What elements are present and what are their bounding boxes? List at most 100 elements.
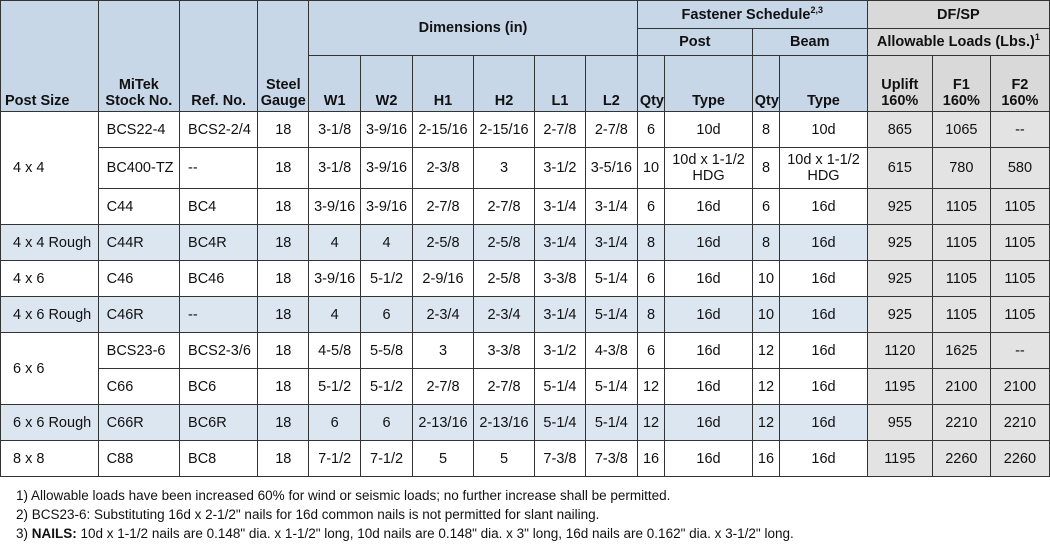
w1-cell: 6 (308, 404, 362, 441)
table-row: C66 BC6 18 5-1/2 5-1/2 2-7/8 2-7/8 5-1/4 5-1/4 12… (1, 368, 1050, 405)
h1-cell: 2-3/4 (411, 296, 475, 333)
table-row: 4 x 4 BCS22-4 BCS2-2/4 18 3-1/8 3-9/16 2-15/16… (0, 111, 1050, 225)
stock-no-cell: C44 (97, 188, 181, 225)
post-qty-cell: 16 (636, 440, 666, 477)
h1-cell: 2-3/8 (411, 147, 475, 189)
post-type-cell: 16d (664, 296, 753, 333)
l2-cell: 5-1/4 (584, 260, 638, 297)
post-qty-cell: 6 (636, 260, 666, 297)
beam-type-header: Type (779, 55, 868, 112)
l1-cell: 3-1/2 (534, 332, 586, 369)
f1-cell: 2260 (931, 440, 991, 477)
f2-cell: 2100 (989, 368, 1050, 405)
l1-cell: 7-3/8 (534, 440, 586, 477)
f2-cell: 1105 (989, 296, 1050, 333)
l2-header: L2 (584, 55, 638, 112)
f2-cell: 2210 (989, 404, 1050, 441)
w1-cell: 4 (308, 296, 362, 333)
loads-title-header: DF/SP (866, 0, 1050, 29)
post-type-cell: 16d (664, 368, 753, 405)
l1-header: L1 (534, 55, 586, 112)
stock-no-cell: C46 (97, 260, 181, 297)
ref-no-cell: BC4 (179, 188, 259, 225)
post-size-cell: 6 x 6 (0, 332, 99, 405)
h1-header: H1 (411, 55, 475, 112)
h1-cell: 2-7/8 (411, 188, 475, 225)
h2-cell: 2-15/16 (472, 111, 536, 148)
uplift-cell: 925 (866, 188, 933, 225)
table-row: 4 x 4 Rough C44R BC4R 18 4 4 2-5/8 2-5/8 3-1/4 3-… (0, 224, 1050, 261)
post-qty-cell: 10 (636, 147, 666, 189)
uplift-cell: 925 (866, 224, 933, 261)
ref-no-header: Ref. No. (179, 0, 259, 112)
stock-no-cell: C66R (97, 404, 181, 441)
w2-cell: 6 (360, 404, 413, 441)
beam-qty-cell: 12 (751, 332, 781, 369)
footnote-2: 2) BCS23-6: Substituting 16d x 2-1/2" na… (16, 507, 600, 522)
h2-cell: 3-3/8 (472, 332, 536, 369)
ref-no-cell: -- (179, 147, 259, 189)
h2-cell: 2-3/4 (472, 296, 536, 333)
w1-cell: 7-1/2 (308, 440, 362, 477)
f1-cell: 1105 (931, 260, 991, 297)
uplift-cell: 1120 (866, 332, 933, 369)
post-type-cell: 10d (664, 111, 753, 148)
footnote-1: 1) Allowable loads have been increased 6… (16, 488, 671, 503)
w2-cell: 3-9/16 (360, 111, 413, 148)
w2-cell: 6 (360, 296, 413, 333)
beam-type-cell: 16d (779, 368, 868, 405)
table-body: 4 x 4 BCS22-4 BCS2-2/4 18 3-1/8 3-9/16 2-15/16… (0, 111, 1050, 477)
gauge-cell: 18 (257, 332, 310, 369)
gauge-cell: 18 (257, 147, 310, 189)
post-size-cell: 4 x 6 (0, 260, 99, 297)
w1-cell: 3-1/8 (308, 147, 362, 189)
l2-cell: 5-1/4 (584, 296, 638, 333)
gauge-cell: 18 (257, 368, 310, 405)
table-row: 6 x 6 Rough C66R BC6R 18 6 6 2-13/16 2-13/16 5-1… (0, 404, 1050, 441)
h1-cell: 2-9/16 (411, 260, 475, 297)
beam-qty-cell: 16 (751, 440, 781, 477)
l2-cell: 5-1/4 (584, 404, 638, 441)
h1-cell: 2-15/16 (411, 111, 475, 148)
beam-qty-cell: 8 (751, 147, 781, 189)
ref-no-cell: BC8 (179, 440, 259, 477)
f1-cell: 1105 (931, 224, 991, 261)
beam-type-cell: 16d (779, 224, 868, 261)
table-header: Post Size MiTek Stock No. Ref. No. Steel G… (0, 0, 1050, 112)
ref-no-cell: BC6R (179, 404, 259, 441)
beam-type-cell: 16d (779, 188, 868, 225)
h2-cell: 2-7/8 (472, 368, 536, 405)
h2-cell: 3 (472, 147, 536, 189)
w1-cell: 3-9/16 (308, 188, 362, 225)
gauge-cell: 18 (257, 111, 310, 148)
ref-no-cell: BC46 (179, 260, 259, 297)
post-qty-cell: 6 (636, 111, 666, 148)
beam-qty-cell: 12 (751, 368, 781, 405)
f2-cell: -- (989, 111, 1050, 148)
post-size-cell: 4 x 6 Rough (0, 296, 99, 333)
post-qty-cell: 8 (636, 296, 666, 333)
uplift-cell: 615 (866, 147, 933, 189)
f2-cell: 1105 (989, 224, 1050, 261)
stock-no-cell: BCS22-4 (97, 111, 181, 148)
w2-cell: 5-1/2 (360, 260, 413, 297)
allowable-loads-header: Allowable Loads (Lbs.)1 (866, 28, 1050, 56)
w2-cell: 7-1/2 (360, 440, 413, 477)
beam-type-cell: 10d (779, 111, 868, 148)
table-row: 6 x 6 BCS23-6 BCS2-3/6 18 4-5/8 5-5/8 3 3-3/8 3-… (0, 332, 1050, 405)
h2-cell: 2-5/8 (472, 260, 536, 297)
ref-no-cell: -- (179, 296, 259, 333)
beam-qty-header: Qty (751, 55, 781, 112)
h2-header: H2 (472, 55, 536, 112)
post-type-cell: 16d (664, 332, 753, 369)
f2-cell: 1105 (989, 188, 1050, 225)
beam-qty-cell: 8 (751, 224, 781, 261)
post-qty-cell: 12 (636, 368, 666, 405)
footnotes: 1) Allowable loads have been increased 6… (16, 486, 794, 543)
h1-cell: 5 (411, 440, 475, 477)
stock-no-cell: BC400-TZ (97, 147, 181, 189)
beam-qty-cell: 12 (751, 404, 781, 441)
post-qty-header: Qty (636, 55, 666, 112)
w2-cell: 4 (360, 224, 413, 261)
post-type-cell: 16d (664, 188, 753, 225)
